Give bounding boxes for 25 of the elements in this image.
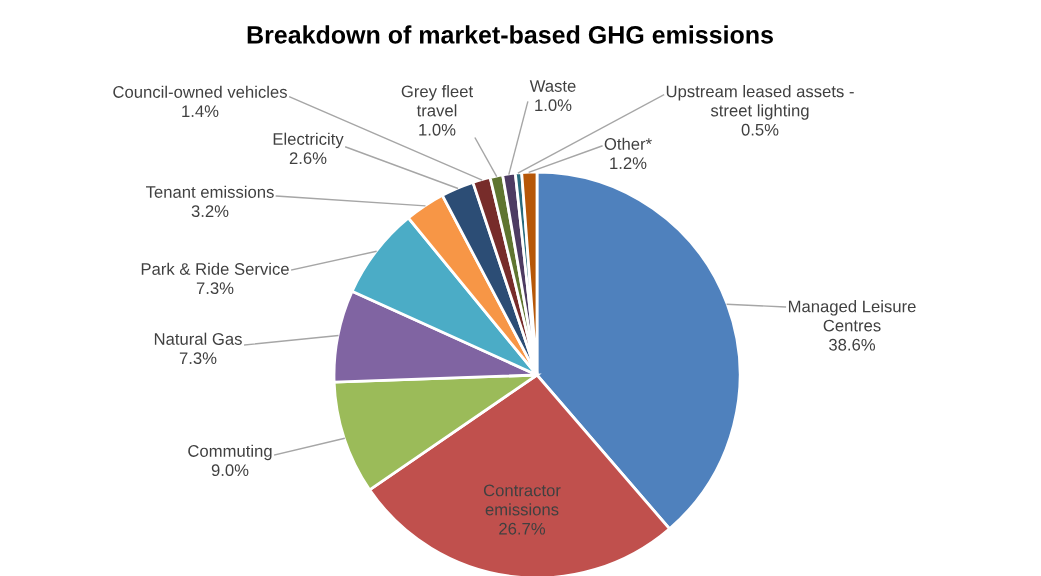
data-label: 7.3% bbox=[196, 282, 234, 295]
data-label: 2.6% bbox=[289, 152, 327, 165]
slice-label: Managed Leisure Centres bbox=[788, 300, 916, 332]
data-label: 3.2% bbox=[191, 205, 229, 218]
data-label: 9.0% bbox=[211, 464, 249, 477]
data-label: 38.6% bbox=[829, 338, 876, 351]
data-label: 26.7% bbox=[499, 522, 546, 535]
data-label: 1.0% bbox=[419, 123, 456, 136]
slice-label: Natural Gas bbox=[154, 332, 242, 345]
slice-label: Electricity bbox=[273, 132, 344, 149]
slice-label: Waste bbox=[529, 80, 576, 92]
chart-title: Breakdown of market-based GHG emissions bbox=[247, 25, 773, 44]
slice-label: Upstream leased assets - street lighting bbox=[666, 85, 854, 120]
slice-label: Park & Ride Service bbox=[141, 262, 289, 275]
data-label: 1.2% bbox=[610, 157, 647, 169]
slice-label: Council-owned vehicles bbox=[113, 85, 287, 98]
data-label: 7.3% bbox=[179, 352, 217, 365]
data-label: 1.0% bbox=[535, 99, 572, 112]
data-label: 0.5% bbox=[741, 123, 779, 136]
slice-label: Contractor emissions bbox=[483, 484, 561, 516]
slice-label: Commuting bbox=[188, 444, 272, 461]
data-label: 1.4% bbox=[182, 105, 219, 117]
slice-label: Other* bbox=[604, 137, 652, 150]
slice-label: Tenant emissions bbox=[146, 185, 274, 198]
slice-label: Grey fleet travel bbox=[401, 85, 473, 117]
